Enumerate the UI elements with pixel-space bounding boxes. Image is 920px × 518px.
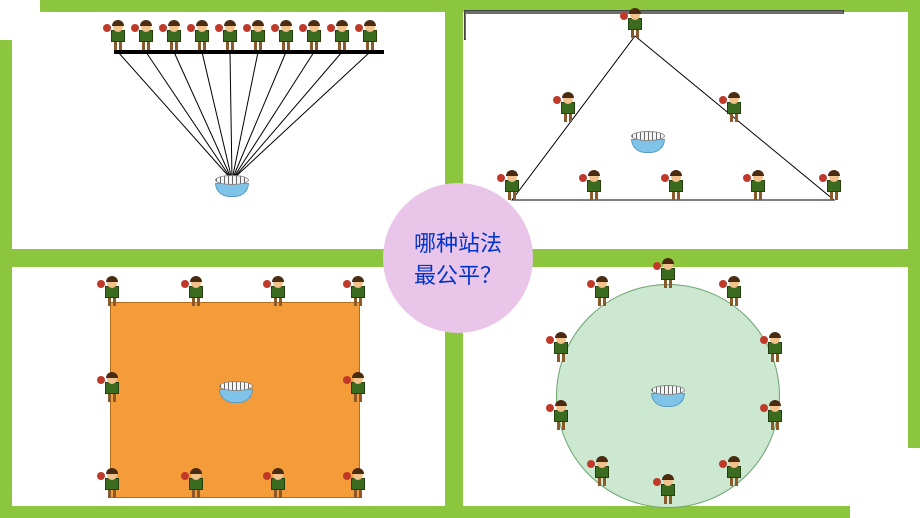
- player-triangle: [747, 170, 769, 200]
- player-line: [331, 20, 353, 50]
- player-circle: [550, 332, 572, 362]
- target-square: [219, 381, 253, 403]
- player-line: [163, 20, 185, 50]
- player-triangle: [583, 170, 605, 200]
- player-square: [101, 276, 123, 306]
- slide-frame: 哪种站法 最公平？: [0, 0, 920, 518]
- border-left-bottom: [0, 40, 12, 518]
- target-circle: [651, 385, 685, 407]
- player-line: [247, 20, 269, 50]
- player-circle: [657, 474, 679, 504]
- player-circle: [657, 258, 679, 288]
- question-circle: 哪种站法 最公平？: [383, 183, 533, 333]
- question-line2: 最公平？: [414, 258, 502, 290]
- player-square: [267, 468, 289, 498]
- player-triangle: [624, 8, 646, 38]
- player-line: [107, 20, 129, 50]
- player-circle: [764, 400, 786, 430]
- player-circle: [723, 456, 745, 486]
- player-square: [185, 468, 207, 498]
- player-triangle: [557, 92, 579, 122]
- player-square: [267, 276, 289, 306]
- player-line: [191, 20, 213, 50]
- player-line: [275, 20, 297, 50]
- player-line: [219, 20, 241, 50]
- player-circle: [723, 276, 745, 306]
- player-triangle: [501, 170, 523, 200]
- panel-triangle-formation: [466, 14, 872, 244]
- player-circle: [764, 332, 786, 362]
- player-square: [185, 276, 207, 306]
- target-line: [215, 175, 249, 197]
- player-circle: [550, 400, 572, 430]
- player-line: [135, 20, 157, 50]
- player-square: [101, 468, 123, 498]
- player-circle: [591, 456, 613, 486]
- player-line: [359, 20, 381, 50]
- question-line1: 哪种站法: [414, 226, 502, 258]
- player-triangle: [665, 170, 687, 200]
- border-right-top: [908, 0, 920, 448]
- player-square: [347, 372, 369, 402]
- line-formation-bar: [114, 50, 384, 54]
- target-triangle: [631, 131, 665, 153]
- player-triangle: [723, 92, 745, 122]
- border-bottom-left: [0, 506, 850, 518]
- player-square: [347, 276, 369, 306]
- player-square: [347, 468, 369, 498]
- player-triangle: [823, 170, 845, 200]
- player-line: [303, 20, 325, 50]
- player-circle: [591, 276, 613, 306]
- player-square: [101, 372, 123, 402]
